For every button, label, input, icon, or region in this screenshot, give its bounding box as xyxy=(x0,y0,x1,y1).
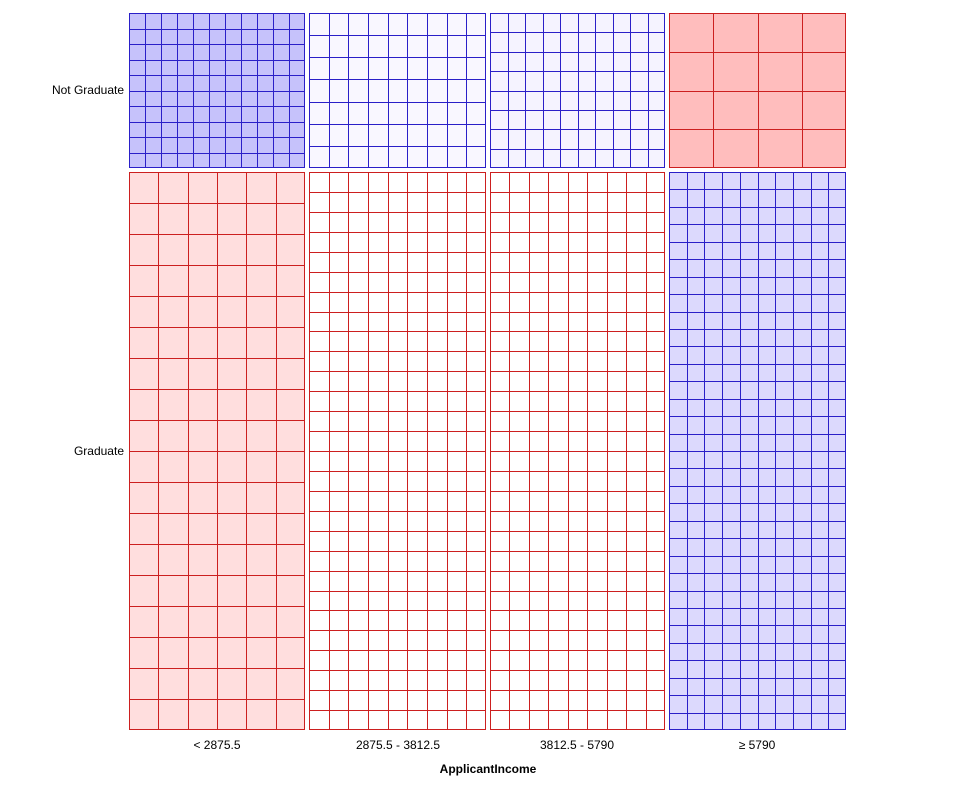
cell-fill xyxy=(490,13,665,168)
column-label-3: 3812.5 - 5790 xyxy=(540,738,614,752)
mosaic-cell-not-graduate-4 xyxy=(669,13,846,168)
column-label-1: < 2875.5 xyxy=(193,738,240,752)
cell-grid-lines xyxy=(490,13,665,168)
cell-fill xyxy=(309,13,486,168)
mosaic-cell-graduate-3 xyxy=(490,172,665,730)
row-label-graduate: Graduate xyxy=(74,444,124,458)
mosaic-cell-not-graduate-3 xyxy=(490,13,665,168)
cell-grid-lines xyxy=(490,172,665,730)
mosaic-cell-graduate-2 xyxy=(309,172,486,730)
cell-fill xyxy=(669,13,846,168)
cell-grid-lines xyxy=(669,13,846,168)
cell-grid-lines xyxy=(309,13,486,168)
cell-grid-lines xyxy=(129,13,305,168)
row-label-not-graduate: Not Graduate xyxy=(52,83,124,97)
cell-grid-lines xyxy=(309,172,486,730)
cell-grid-lines xyxy=(129,172,305,730)
x-axis-title: ApplicantIncome xyxy=(440,762,537,776)
mosaic-cell-graduate-1 xyxy=(129,172,305,730)
cell-fill xyxy=(129,13,305,168)
mosaic-cell-not-graduate-1 xyxy=(129,13,305,168)
column-label-4: ≥ 5790 xyxy=(739,738,776,752)
mosaic-cells xyxy=(129,13,846,730)
mosaic-cell-graduate-4 xyxy=(669,172,846,730)
column-label-2: 2875.5 - 3812.5 xyxy=(356,738,440,752)
mosaic-cell-not-graduate-2 xyxy=(309,13,486,168)
cell-grid-lines xyxy=(669,172,846,730)
